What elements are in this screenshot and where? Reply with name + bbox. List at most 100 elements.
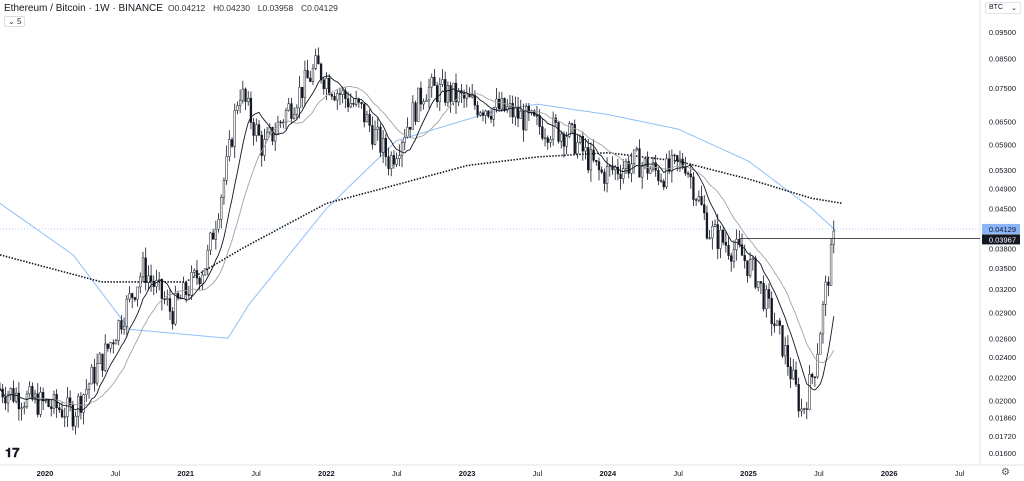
candle-body	[257, 124, 261, 136]
candle-body	[39, 392, 42, 415]
candle-body	[773, 323, 776, 326]
candle-body	[384, 137, 387, 157]
candle-body	[479, 112, 482, 116]
candle-body	[511, 103, 514, 118]
candle-body	[211, 232, 215, 240]
candle-body	[98, 353, 101, 364]
candle-body	[767, 289, 771, 299]
candle-body	[276, 121, 280, 135]
candle-body	[527, 106, 531, 114]
candle-body	[292, 114, 296, 119]
settings-gear-icon[interactable]: ⚙	[1001, 467, 1010, 478]
candle-body	[236, 105, 239, 111]
price-tick-label: 0.03200	[989, 285, 1016, 294]
candle-body	[657, 170, 660, 181]
candle-body	[52, 394, 56, 409]
candle-body	[319, 63, 323, 81]
candle-body	[58, 407, 61, 411]
candle-body	[106, 343, 110, 349]
candle-body	[174, 293, 177, 325]
candle-body	[438, 84, 441, 102]
price-tick-label: 0.02900	[989, 308, 1016, 317]
candle-body	[681, 158, 684, 168]
candle-body	[425, 99, 428, 102]
candle-body	[363, 103, 366, 123]
candle-body	[411, 102, 414, 130]
price-tick-label: 0.05900	[989, 141, 1016, 150]
candle-body	[743, 255, 746, 261]
candle-body	[233, 110, 236, 147]
candle-body	[697, 196, 701, 201]
candle-body	[87, 383, 91, 390]
candle-body	[781, 325, 784, 357]
candle-body	[406, 126, 409, 138]
candle-body	[144, 257, 147, 283]
candle-body	[611, 165, 614, 171]
price-tick-label: 0.06500	[989, 118, 1016, 127]
candle-body	[441, 79, 444, 85]
candle-body	[25, 393, 29, 408]
symbol-legend: Ethereum / Bitcoin · 1W · BINANCE O0.0421…	[4, 3, 338, 14]
candle-body	[487, 110, 490, 117]
candle-body	[624, 161, 628, 169]
candle-body	[808, 374, 811, 410]
candle-body	[306, 70, 309, 79]
indicators-toggle[interactable]: ⌄ 5	[4, 16, 26, 27]
candle-body	[414, 102, 417, 122]
candle-body	[622, 168, 625, 179]
candle-body	[15, 392, 18, 402]
candle-body	[214, 229, 217, 240]
candle-body	[298, 86, 301, 109]
candle-body	[85, 389, 88, 395]
candle-body	[549, 139, 552, 143]
candle-body	[33, 393, 37, 400]
candle-body	[627, 161, 630, 174]
candle-body	[68, 397, 72, 405]
candle-body	[452, 82, 455, 102]
candle-body	[28, 386, 31, 395]
candle-body	[819, 333, 822, 355]
time-tick-label: 2022	[318, 469, 335, 478]
currency-label: BTC	[989, 4, 1003, 11]
candle-body	[689, 173, 692, 178]
candle-body	[595, 160, 598, 162]
candle-body	[303, 70, 307, 98]
candle-body	[484, 110, 487, 116]
candle-body	[646, 158, 649, 174]
candle-body	[751, 257, 754, 260]
candle-body	[792, 369, 795, 380]
candle-body	[422, 101, 425, 105]
candle-body	[665, 158, 668, 188]
candle-body	[608, 165, 611, 167]
candle-body	[708, 237, 711, 240]
candle-body	[719, 229, 722, 249]
candle-body	[551, 117, 555, 140]
candle-body	[190, 272, 193, 296]
time-tick-label: 2026	[881, 469, 898, 478]
time-tick-label: 2020	[37, 469, 54, 478]
candle-body	[400, 142, 404, 156]
candle-body	[6, 394, 10, 404]
candle-body	[408, 126, 412, 130]
candle-body	[247, 97, 250, 102]
candle-body	[187, 294, 191, 296]
candle-body	[827, 281, 830, 286]
candle-body	[449, 85, 452, 102]
price-tick-label: 0.08500	[989, 54, 1016, 63]
candle-body	[765, 289, 768, 310]
candle-body	[36, 393, 39, 415]
candle-body	[811, 374, 814, 378]
candle-body	[373, 129, 377, 145]
candle-body	[560, 133, 563, 142]
candle-body	[66, 397, 69, 417]
candle-body	[101, 353, 104, 371]
candle-body	[109, 342, 112, 349]
candle-body	[141, 257, 145, 278]
candle-body	[346, 98, 350, 108]
candle-body	[355, 98, 358, 105]
currency-select[interactable]: BTC ⌄	[985, 2, 1021, 14]
tradingview-logo: 𝟏𝟕	[5, 445, 20, 460]
candle-body	[603, 171, 606, 184]
price-tick-label: 0.02400	[989, 353, 1016, 362]
